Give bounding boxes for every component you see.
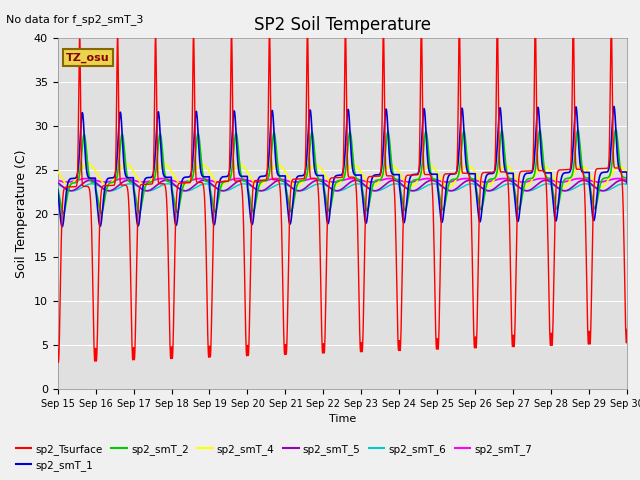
X-axis label: Time: Time (329, 414, 356, 424)
Text: TZ_osu: TZ_osu (66, 52, 110, 63)
Text: No data for f_sp2_smT_3: No data for f_sp2_smT_3 (6, 14, 144, 25)
Legend: sp2_Tsurface, sp2_smT_1, sp2_smT_2, sp2_smT_4, sp2_smT_5, sp2_smT_6, sp2_smT_7: sp2_Tsurface, sp2_smT_1, sp2_smT_2, sp2_… (12, 439, 536, 475)
Y-axis label: Soil Temperature (C): Soil Temperature (C) (15, 149, 28, 278)
Title: SP2 Soil Temperature: SP2 Soil Temperature (254, 16, 431, 34)
